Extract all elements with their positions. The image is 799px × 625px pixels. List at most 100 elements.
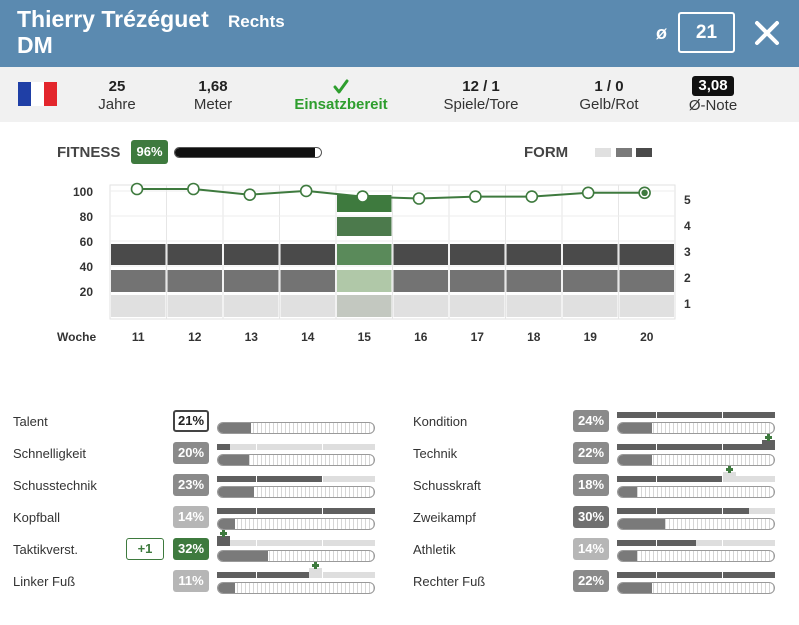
segment [322, 540, 336, 546]
attribute-value-schusskraft: 18% [573, 474, 609, 496]
segment [322, 508, 336, 514]
fitness-line [137, 188, 645, 200]
form-bar-week-13-level-2 [224, 270, 279, 292]
segment [749, 444, 762, 450]
segment [722, 540, 736, 546]
segment [762, 572, 776, 578]
segment [709, 572, 723, 578]
segment [656, 540, 670, 546]
france-flag-icon [18, 82, 57, 106]
fitness-point-week-15 [356, 190, 369, 203]
segment [735, 412, 749, 418]
close-button[interactable] [752, 16, 782, 50]
attribute-segments-kondition [617, 412, 776, 418]
attribute-segments-schnelligkeit [217, 444, 376, 450]
stat-games: 12 / 1 Spiele/Tore [421, 78, 541, 114]
segment [283, 444, 296, 450]
form-bar-week-17-level-2 [450, 270, 505, 292]
flag-stripe-white [31, 82, 44, 106]
segment [335, 508, 349, 514]
fitness-form-chart: 100 80 60 40 20 5 4 3 2 1 Woche 11 12 13 14 15 16 17 18 19 2… [57, 182, 691, 344]
player-position: DM [17, 32, 53, 58]
stat-grade-value: 3,08 [692, 76, 734, 96]
x-axis-tick-week-13: 13 [245, 330, 259, 344]
attribute-label-zweikampf: Zweikampf [413, 510, 476, 525]
right-axis-tick: 5 [684, 193, 691, 207]
segment [669, 572, 683, 578]
attribute-bar-athletik [617, 550, 775, 562]
fitness-point-inner [641, 189, 648, 196]
attribute-label-schusskraft: Schusskraft [413, 478, 481, 493]
plus-icon [309, 562, 323, 578]
form-bar-week-14-level-3 [280, 244, 335, 265]
attribute-value-athletik: 14% [573, 538, 609, 560]
form-bar-week-19-level-1 [563, 295, 618, 317]
player-info-bar: 25 Jahre 1,68 Meter Einsatzbereit 12 / 1… [0, 67, 799, 122]
stat-age: 25 Jahre [57, 78, 177, 114]
x-axis-tick-week-19: 19 [584, 330, 598, 344]
segment [683, 476, 696, 482]
segment [309, 476, 323, 482]
segment [656, 476, 670, 482]
segment [269, 444, 283, 450]
form-bar-week-13-level-1 [224, 295, 279, 317]
segment [630, 572, 644, 578]
left-axis-tick: 20 [80, 285, 94, 299]
segment [243, 444, 257, 450]
attribute-bar-fill [218, 519, 236, 529]
form-legend-mid [616, 148, 632, 157]
form-bar-week-12-level-2 [167, 270, 222, 292]
form-legend-high [636, 148, 652, 157]
segment [630, 412, 644, 418]
segment [709, 444, 723, 450]
form-bar-week-12-level-1 [167, 295, 222, 317]
segment [243, 540, 257, 546]
segment [709, 540, 723, 546]
segment [362, 444, 376, 450]
x-axis-label: Woche [57, 330, 96, 344]
form-bar-week-20-level-2 [619, 270, 674, 292]
attribute-value-kopfball: 14% [173, 506, 209, 528]
segment [322, 476, 336, 482]
stat-age-value: 25 [108, 78, 126, 95]
attribute-label-taktikverst-: Taktikverst. [13, 542, 79, 557]
fitness-badge: 96% [131, 140, 168, 164]
attribute-segments-kopfball [217, 508, 376, 514]
attribute-bar-linker-fuß [217, 582, 375, 594]
form-bar-week-16-level-1 [393, 295, 448, 317]
segment [256, 540, 270, 546]
player-header: Thierry Trézéguet Rechts DM ø 21 [0, 0, 799, 67]
segment [283, 572, 296, 578]
fitness-point-week-17 [469, 190, 482, 203]
attribute-label-rechter-fuß: Rechter Fuß [413, 574, 486, 589]
attribute-bar-kopfball [217, 518, 375, 530]
attribute-bar-technik [617, 454, 775, 466]
fitness-point-week-13 [243, 188, 257, 202]
segment [749, 540, 762, 546]
segment [630, 444, 644, 450]
left-axis-tick: 60 [80, 235, 94, 249]
fitness-point-week-12 [187, 182, 200, 196]
x-axis-tick-week-17: 17 [471, 330, 485, 344]
right-axis-tick: 3 [684, 245, 691, 259]
segment [283, 508, 296, 514]
attribute-label-athletik: Athletik [413, 542, 456, 557]
stat-cards: 1 / 0 Gelb/Rot [549, 78, 669, 114]
segment [322, 572, 336, 578]
attribute-bar-fill [618, 423, 653, 433]
segment [217, 476, 230, 482]
segment [656, 572, 670, 578]
attribute-bonus-taktikverst-: +1 [126, 538, 164, 560]
segment [296, 508, 310, 514]
segment [309, 508, 323, 514]
segment [335, 572, 349, 578]
form-label: FORM [524, 144, 569, 161]
average-value-box: 21 [678, 12, 735, 53]
average-symbol: ø [656, 23, 667, 43]
attribute-segments-taktikverst- [217, 530, 376, 546]
segment [217, 572, 230, 578]
attribute-label-linker-fuß: Linker Fuß [13, 574, 76, 589]
attribute-value-zweikampf: 30% [573, 506, 609, 528]
attribute-value-rechter-fuß: 22% [573, 570, 609, 592]
attribute-bar-fill [618, 583, 653, 593]
